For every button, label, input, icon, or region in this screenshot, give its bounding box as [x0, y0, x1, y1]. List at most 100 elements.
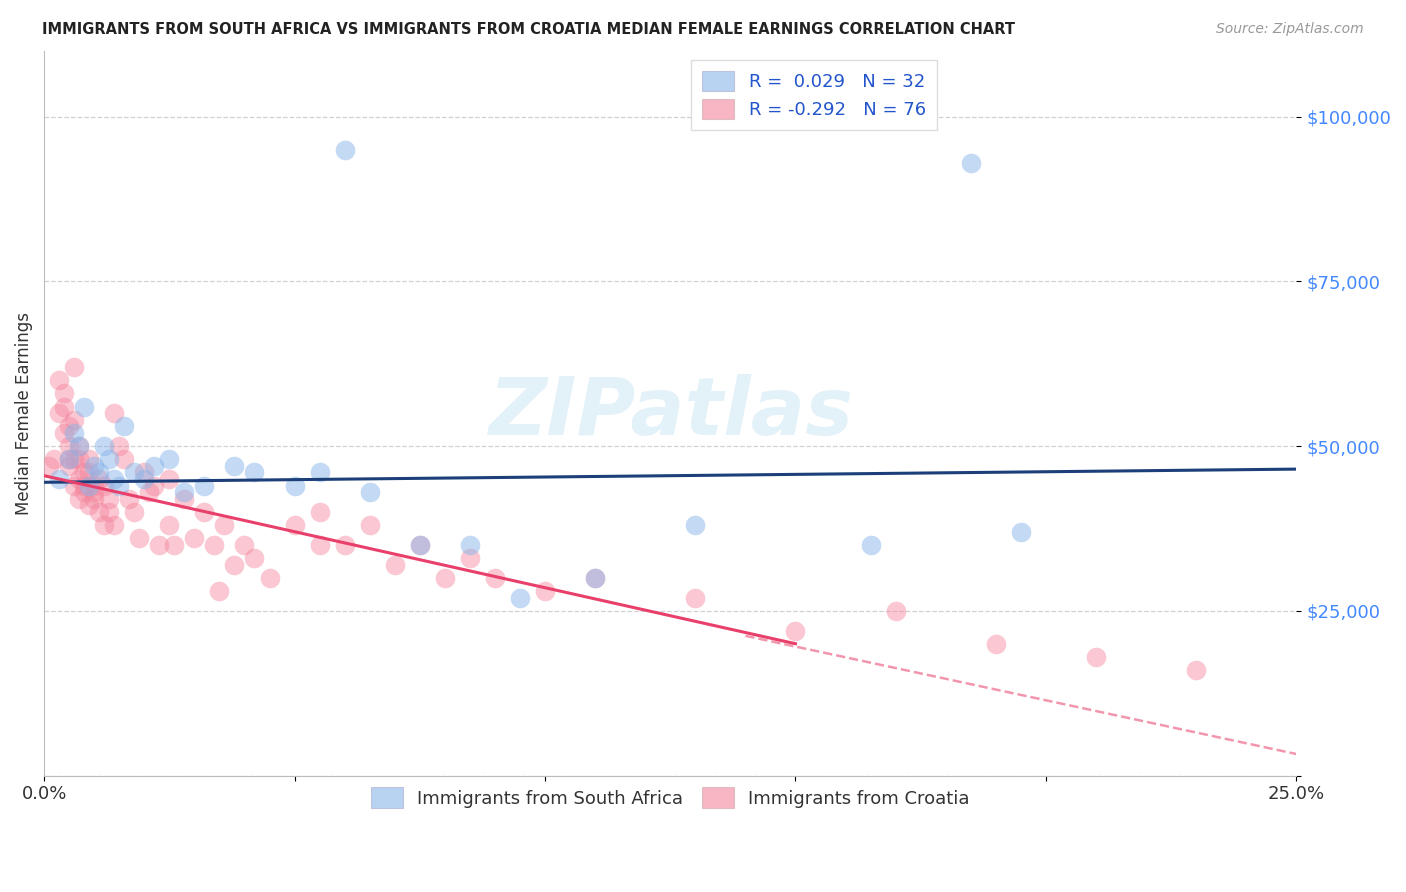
Point	[685, 518, 707, 533]
Text: IMMIGRANTS FROM SOUTH AFRICA VS IMMIGRANTS FROM CROATIA MEDIAN FEMALE EARNINGS C: IMMIGRANTS FROM SOUTH AFRICA VS IMMIGRAN…	[42, 22, 1015, 37]
Point	[83, 485, 105, 500]
Point	[359, 518, 381, 533]
Point	[214, 518, 236, 533]
Point	[83, 491, 105, 506]
Point	[173, 485, 195, 500]
Point	[73, 478, 96, 492]
Point	[83, 478, 105, 492]
Point	[384, 558, 406, 572]
Point	[583, 571, 606, 585]
Point	[73, 400, 96, 414]
Point	[233, 538, 256, 552]
Point	[333, 143, 356, 157]
Point	[38, 458, 60, 473]
Point	[48, 406, 70, 420]
Point	[143, 458, 166, 473]
Point	[89, 466, 111, 480]
Point	[77, 478, 100, 492]
Point	[173, 491, 195, 506]
Point	[243, 466, 266, 480]
Point	[67, 472, 90, 486]
Point	[308, 538, 330, 552]
Point	[108, 478, 131, 492]
Point	[433, 571, 456, 585]
Point	[138, 485, 160, 500]
Point	[103, 472, 125, 486]
Point	[284, 518, 307, 533]
Point	[53, 425, 76, 440]
Point	[98, 452, 121, 467]
Point	[509, 591, 531, 605]
Point	[63, 425, 86, 440]
Point	[53, 400, 76, 414]
Point	[42, 452, 65, 467]
Point	[884, 604, 907, 618]
Point	[1085, 649, 1108, 664]
Point	[58, 458, 80, 473]
Point	[193, 505, 215, 519]
Point	[134, 472, 156, 486]
Point	[243, 551, 266, 566]
Text: Source: ZipAtlas.com: Source: ZipAtlas.com	[1216, 22, 1364, 37]
Point	[183, 531, 205, 545]
Point	[359, 485, 381, 500]
Point	[308, 466, 330, 480]
Point	[1010, 524, 1032, 539]
Point	[83, 458, 105, 473]
Point	[93, 478, 115, 492]
Point	[93, 518, 115, 533]
Point	[89, 505, 111, 519]
Point	[458, 551, 481, 566]
Point	[93, 439, 115, 453]
Point	[157, 518, 180, 533]
Point	[785, 624, 807, 638]
Point	[284, 478, 307, 492]
Point	[409, 538, 432, 552]
Point	[193, 478, 215, 492]
Point	[108, 439, 131, 453]
Point	[118, 491, 141, 506]
Point	[124, 466, 146, 480]
Point	[583, 571, 606, 585]
Point	[685, 591, 707, 605]
Point	[859, 538, 882, 552]
Point	[112, 419, 135, 434]
Legend: Immigrants from South Africa, Immigrants from Croatia: Immigrants from South Africa, Immigrants…	[361, 779, 979, 817]
Point	[53, 386, 76, 401]
Y-axis label: Median Female Earnings: Median Female Earnings	[15, 311, 32, 515]
Point	[959, 155, 981, 169]
Point	[63, 452, 86, 467]
Point	[77, 499, 100, 513]
Point	[77, 466, 100, 480]
Point	[148, 538, 170, 552]
Point	[58, 439, 80, 453]
Point	[67, 439, 90, 453]
Point	[333, 538, 356, 552]
Point	[58, 419, 80, 434]
Point	[103, 518, 125, 533]
Point	[58, 452, 80, 467]
Point	[98, 505, 121, 519]
Text: ZIPatlas: ZIPatlas	[488, 374, 853, 452]
Point	[143, 478, 166, 492]
Point	[73, 485, 96, 500]
Point	[1185, 663, 1208, 677]
Point	[124, 505, 146, 519]
Point	[134, 466, 156, 480]
Point	[984, 637, 1007, 651]
Point	[63, 412, 86, 426]
Point	[77, 452, 100, 467]
Point	[128, 531, 150, 545]
Point	[534, 584, 557, 599]
Point	[157, 452, 180, 467]
Point	[224, 458, 246, 473]
Point	[67, 452, 90, 467]
Point	[63, 359, 86, 374]
Point	[163, 538, 186, 552]
Point	[48, 472, 70, 486]
Point	[259, 571, 281, 585]
Point	[204, 538, 226, 552]
Point	[73, 466, 96, 480]
Point	[224, 558, 246, 572]
Point	[308, 505, 330, 519]
